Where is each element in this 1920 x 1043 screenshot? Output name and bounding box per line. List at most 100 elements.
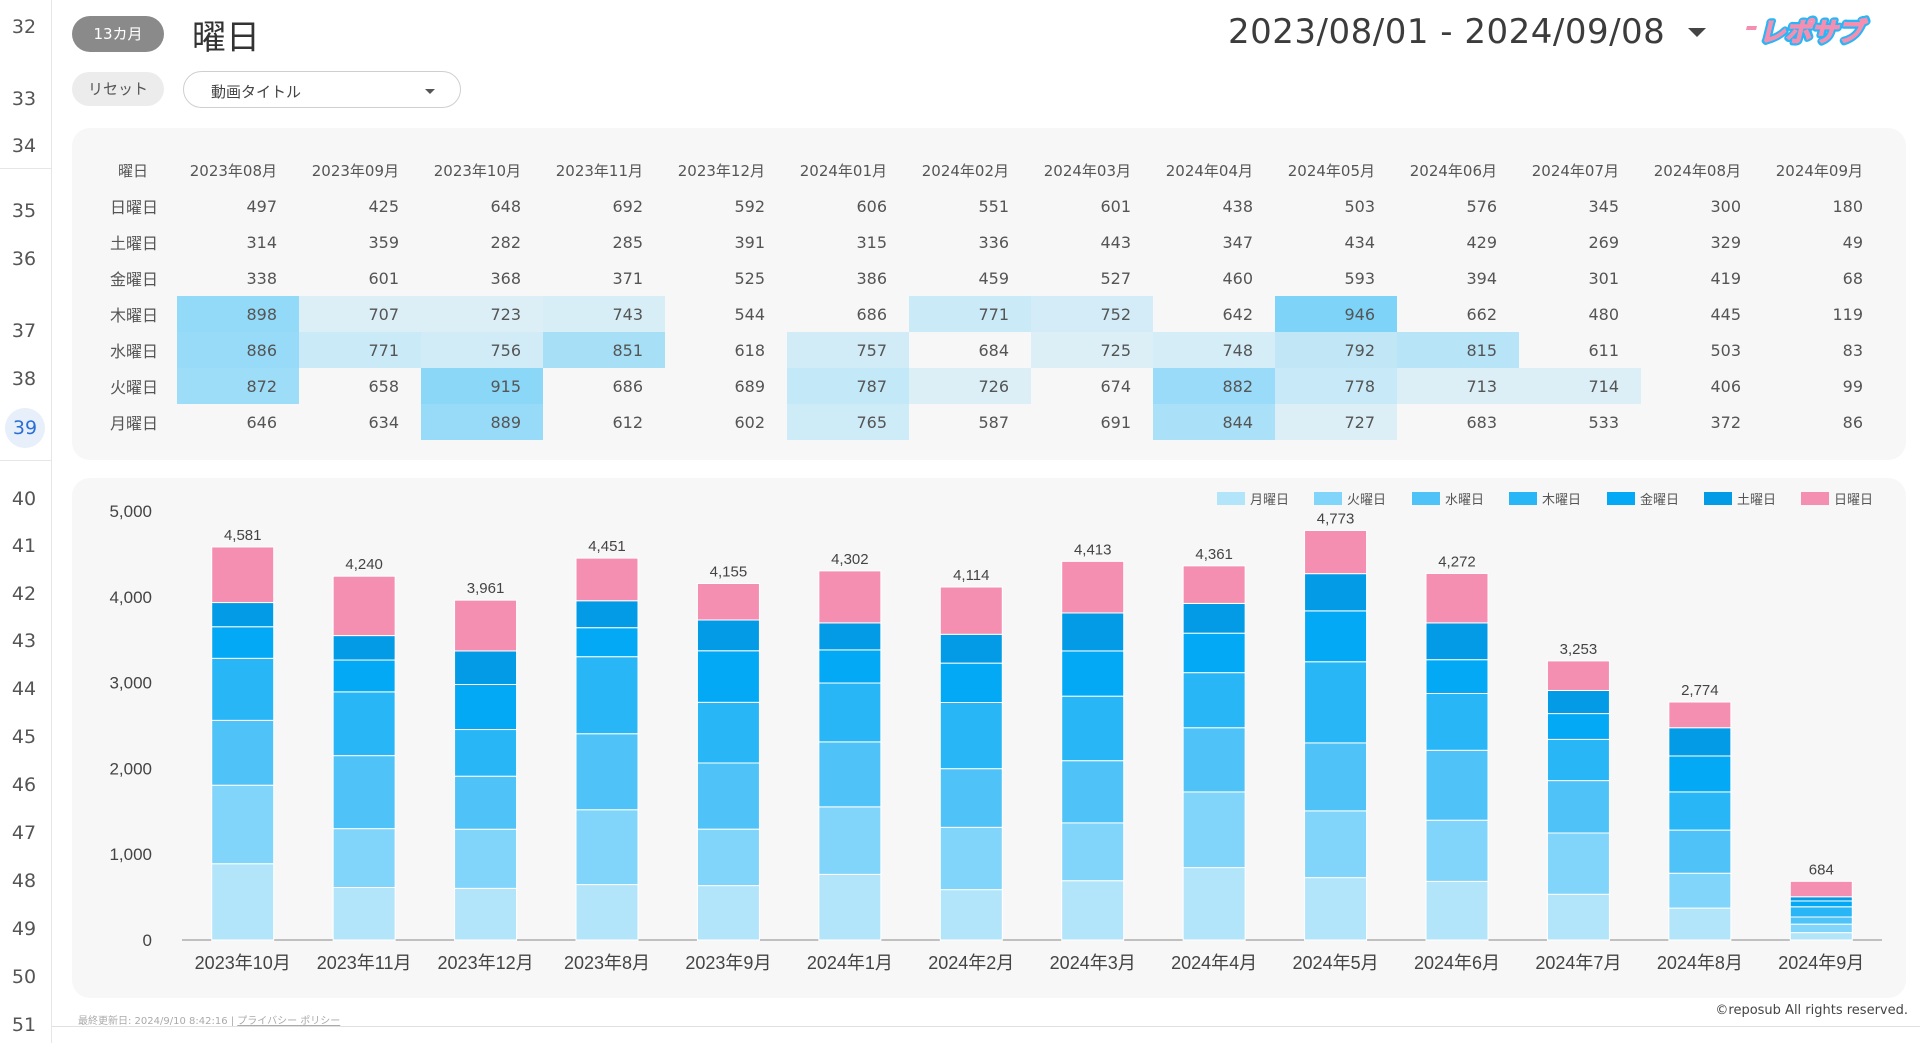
video-title-dropdown[interactable]: 動画タイトル [183, 71, 461, 108]
bar-segment[interactable] [575, 884, 639, 941]
legend-swatch[interactable] [1314, 492, 1342, 505]
bar-segment[interactable] [575, 656, 639, 735]
bar-segment[interactable] [332, 886, 396, 941]
slide-number[interactable]: 48 [11, 870, 37, 892]
privacy-policy-link[interactable]: プライバシー ポリシー [237, 1016, 341, 1027]
legend-swatch[interactable] [1607, 492, 1635, 505]
bar-segment[interactable] [1546, 713, 1610, 740]
bar-segment[interactable] [1668, 727, 1732, 757]
bar-segment[interactable] [575, 557, 639, 602]
bar-segment[interactable] [1546, 689, 1610, 715]
bar-segment[interactable] [1425, 692, 1489, 751]
bar-segment[interactable] [1304, 610, 1368, 663]
bar-segment[interactable] [211, 863, 275, 941]
chevron-down-icon[interactable] [1688, 28, 1706, 37]
bar-segment[interactable] [1304, 573, 1368, 612]
bar-segment[interactable] [211, 602, 275, 628]
bar-segment[interactable] [1182, 632, 1246, 674]
slide-number[interactable]: 37 [11, 320, 37, 342]
slide-number[interactable]: 41 [11, 535, 37, 557]
legend-label[interactable]: 水曜日 [1445, 492, 1484, 507]
legend-swatch[interactable] [1412, 492, 1440, 505]
slide-number[interactable]: 51 [11, 1014, 37, 1036]
bar-segment[interactable] [696, 828, 760, 887]
bar-segment[interactable] [1304, 742, 1368, 812]
slide-number[interactable]: 40 [11, 488, 37, 510]
bar-segment[interactable] [1304, 810, 1368, 879]
legend-label[interactable]: 火曜日 [1347, 492, 1386, 507]
bar-segment[interactable] [1789, 916, 1853, 925]
bar-segment[interactable] [1789, 923, 1853, 934]
slide-number[interactable]: 46 [11, 774, 37, 796]
period-pill[interactable]: 13カ月 [72, 16, 164, 52]
bar-segment[interactable] [1061, 695, 1125, 762]
bar-segment[interactable] [332, 828, 396, 888]
bar-segment[interactable] [1425, 819, 1489, 882]
bar-segment[interactable] [1182, 727, 1246, 793]
legend-swatch[interactable] [1217, 492, 1245, 505]
bar-segment[interactable] [1304, 529, 1368, 575]
bar-segment[interactable] [1425, 749, 1489, 821]
legend-label[interactable]: 木曜日 [1542, 492, 1581, 507]
bar-segment[interactable] [939, 702, 1003, 770]
bar-segment[interactable] [332, 575, 396, 637]
bar-segment[interactable] [1182, 867, 1246, 941]
bar-segment[interactable] [1061, 560, 1125, 614]
bar-segment[interactable] [1061, 650, 1125, 697]
bar-segment[interactable] [1061, 612, 1125, 652]
bar-segment[interactable] [1182, 602, 1246, 634]
bar-segment[interactable] [575, 809, 639, 886]
slide-number[interactable]: 43 [11, 630, 37, 652]
bar-segment[interactable] [332, 635, 396, 661]
bar-segment[interactable] [1546, 780, 1610, 834]
slide-number[interactable]: 44 [11, 678, 37, 700]
bar-segment[interactable] [332, 659, 396, 693]
bar-segment[interactable] [454, 775, 518, 830]
slide-number[interactable]: 50 [11, 966, 37, 988]
bar-segment[interactable] [454, 599, 518, 652]
bar-segment[interactable] [818, 682, 882, 743]
bar-segment[interactable] [1546, 832, 1610, 895]
bar-segment[interactable] [939, 768, 1003, 828]
date-range[interactable]: 2023/08/01 - 2024/09/08 [1228, 12, 1666, 52]
legend-swatch[interactable] [1704, 492, 1732, 505]
bar-segment[interactable] [818, 570, 882, 624]
slide-number[interactable]: 33 [11, 88, 37, 110]
bar-segment[interactable] [332, 755, 396, 830]
bar-segment[interactable] [1789, 896, 1853, 902]
bar-segment[interactable] [454, 650, 518, 685]
bar-segment[interactable] [1789, 880, 1853, 898]
slide-number[interactable]: 32 [11, 16, 37, 38]
slide-number[interactable]: 49 [11, 918, 37, 940]
bar-segment[interactable] [1304, 661, 1368, 744]
reset-button[interactable]: リセット [72, 72, 164, 106]
bar-segment[interactable] [818, 873, 882, 941]
bar-segment[interactable] [211, 546, 275, 604]
bar-segment[interactable] [939, 889, 1003, 941]
bar-segment[interactable] [1061, 760, 1125, 824]
bar-segment[interactable] [1789, 932, 1853, 941]
bar-segment[interactable] [1425, 622, 1489, 661]
bar-segment[interactable] [211, 657, 275, 721]
bar-segment[interactable] [818, 741, 882, 808]
bar-segment[interactable] [818, 622, 882, 651]
slide-number[interactable]: 38 [11, 368, 37, 390]
bar-segment[interactable] [1668, 791, 1732, 831]
bar-segment[interactable] [454, 729, 518, 777]
legend-swatch[interactable] [1801, 492, 1829, 505]
slide-number[interactable]: 39 [5, 408, 45, 448]
bar-segment[interactable] [1546, 660, 1610, 691]
bar-segment[interactable] [939, 662, 1003, 704]
bar-segment[interactable] [1061, 822, 1125, 882]
bar-segment[interactable] [211, 626, 275, 659]
bar-segment[interactable] [211, 719, 275, 786]
bar-segment[interactable] [454, 887, 518, 941]
bar-segment[interactable] [1668, 872, 1732, 909]
bar-segment[interactable] [1061, 880, 1125, 941]
bar-segment[interactable] [1668, 829, 1732, 874]
bar-segment[interactable] [1425, 572, 1489, 624]
bar-segment[interactable] [696, 701, 760, 764]
bar-segment[interactable] [696, 762, 760, 830]
bar-segment[interactable] [1668, 907, 1732, 941]
legend-label[interactable]: 月曜日 [1250, 492, 1289, 507]
